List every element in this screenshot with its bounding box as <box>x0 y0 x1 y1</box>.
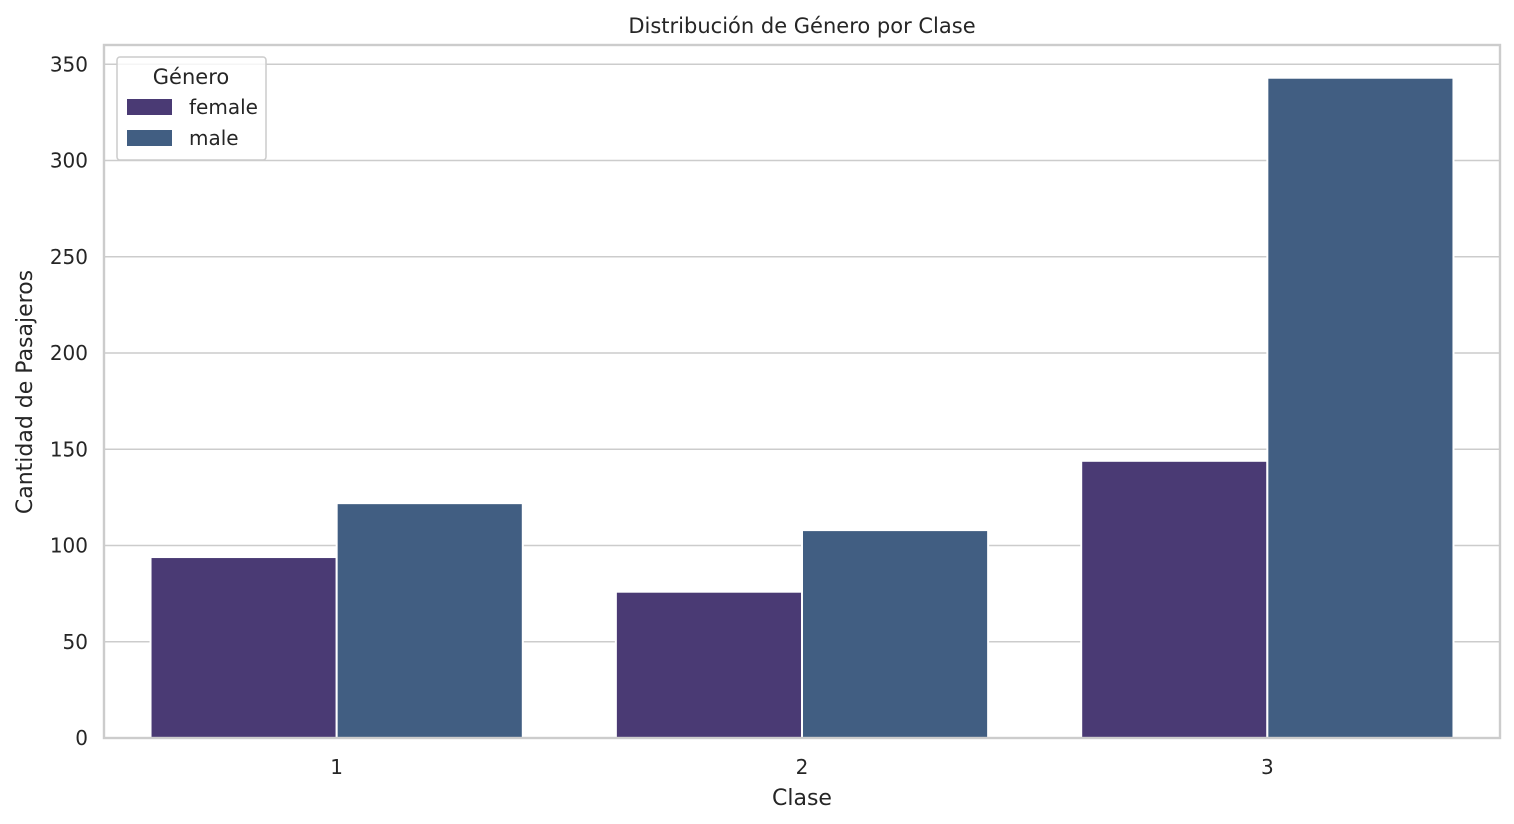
x-axis-label: Clase <box>772 786 832 811</box>
legend-swatch-female <box>127 99 172 115</box>
bar-female-2 <box>614 590 803 740</box>
legend: Género female male <box>116 56 267 161</box>
x-tick-label: 3 <box>1261 755 1274 779</box>
bar-female-1 <box>149 556 338 739</box>
legend-title: Género <box>153 65 229 89</box>
bar-male-1 <box>335 502 524 739</box>
y-axis-label: Cantidad de Pasajeros <box>13 270 38 514</box>
legend-label-male: male <box>189 126 239 150</box>
legend-swatch-male <box>127 130 172 146</box>
y-tick-label: 350 <box>50 52 88 76</box>
x-tick-label: 1 <box>330 755 343 779</box>
y-tick-label: 250 <box>50 245 88 269</box>
chart-title: Distribución de Género por Clase <box>628 14 975 38</box>
bar-male-2 <box>801 529 990 739</box>
y-tick-label: 200 <box>50 341 88 365</box>
bar-female-3 <box>1080 459 1269 739</box>
x-tick-label: 2 <box>796 755 809 779</box>
y-tick-label: 150 <box>50 437 88 461</box>
y-tick-labels: 0 50 100 150 200 250 300 350 <box>50 52 88 750</box>
y-tick-label: 50 <box>63 630 88 654</box>
y-tick-label: 100 <box>50 534 88 558</box>
bar-male-3 <box>1266 76 1455 740</box>
y-tick-label: 300 <box>50 149 88 173</box>
y-tick-label: 0 <box>75 726 88 750</box>
bars <box>149 76 1455 740</box>
x-tick-labels: 1 2 3 <box>330 755 1273 779</box>
legend-label-female: female <box>189 95 258 119</box>
plot-frame <box>102 43 1502 740</box>
